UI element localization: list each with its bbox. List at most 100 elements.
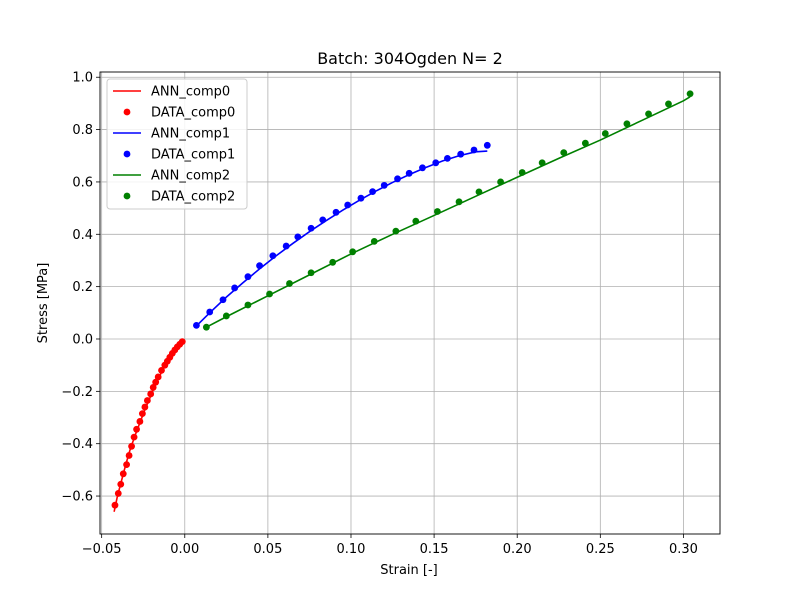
series-ANN_comp2 <box>206 96 691 328</box>
x-tick-label: 0.20 <box>503 542 532 557</box>
data-point <box>143 397 151 404</box>
data-point <box>111 501 119 509</box>
data-point <box>432 159 440 167</box>
legend-label: ANN_comp0 <box>151 85 230 100</box>
data-point <box>307 269 315 277</box>
data-point <box>133 425 140 433</box>
data-point <box>623 120 631 128</box>
data-point <box>665 100 672 108</box>
legend-label: DATA_comp1 <box>151 148 235 163</box>
data-point <box>369 188 377 196</box>
data-point <box>470 146 478 154</box>
data-point <box>475 188 483 196</box>
data-point <box>269 252 277 260</box>
data-point <box>282 242 290 250</box>
data-point <box>581 139 589 147</box>
data-point <box>138 410 146 417</box>
series-ANN_comp1 <box>195 150 488 327</box>
x-tick-label: 0.05 <box>253 542 282 557</box>
data-point <box>686 90 694 98</box>
data-point <box>178 338 186 346</box>
y-tick-label: 0.8 <box>72 123 93 138</box>
data-point <box>601 130 609 137</box>
y-tick-label: 0.2 <box>72 280 93 295</box>
legend-marker-swatch <box>123 108 131 116</box>
data-point <box>349 248 357 256</box>
data-point <box>405 169 413 177</box>
x-tick-label: 0.25 <box>586 542 615 557</box>
x-tick-label: 0.00 <box>170 542 199 557</box>
legend-marker-swatch <box>123 192 131 200</box>
data-point <box>419 164 426 172</box>
data-point <box>329 258 337 266</box>
y-tick-label: 0.0 <box>72 332 93 347</box>
data-point <box>119 470 127 478</box>
data-point <box>286 280 293 287</box>
data-point <box>206 308 214 316</box>
series-line <box>206 96 691 328</box>
data-point <box>266 290 273 298</box>
data-point <box>370 237 378 245</box>
data-point <box>394 175 401 183</box>
data-point <box>307 224 315 232</box>
y-tick-label: −0.2 <box>61 385 93 400</box>
y-tick-label: −0.6 <box>61 490 93 505</box>
data-point <box>344 201 352 209</box>
legend-label: ANN_comp2 <box>151 169 230 184</box>
y-tick-label: 0.6 <box>72 175 93 190</box>
data-point <box>231 284 239 292</box>
x-tick-label: 0.15 <box>420 542 449 557</box>
x-axis-label: Strain [-] <box>380 563 437 578</box>
y-tick-label: −0.4 <box>61 437 93 452</box>
data-point <box>128 442 135 450</box>
series-line <box>195 150 488 327</box>
data-point <box>645 110 652 118</box>
legend-label: DATA_comp2 <box>151 190 235 205</box>
data-point <box>117 480 125 488</box>
data-point <box>154 373 162 381</box>
legend-label: ANN_comp1 <box>151 127 230 142</box>
data-point <box>125 452 133 459</box>
data-point <box>497 178 504 186</box>
data-point <box>219 296 227 304</box>
data-point <box>357 194 365 202</box>
axes-frame <box>99 71 721 535</box>
data-point <box>141 403 149 411</box>
legend-marker-swatch <box>123 150 131 158</box>
data-point <box>149 384 157 391</box>
data-point <box>518 169 526 176</box>
data-point <box>332 208 340 216</box>
data-point <box>202 323 210 331</box>
x-tick-label: 0.30 <box>669 542 698 557</box>
data-point <box>455 198 463 206</box>
data-point <box>434 208 441 215</box>
data-point <box>244 301 252 309</box>
data-point <box>380 181 388 189</box>
data-point <box>123 461 130 469</box>
data-point <box>152 378 160 386</box>
data-point <box>147 390 155 398</box>
series-DATA_comp2 <box>202 90 694 331</box>
data-point <box>158 367 165 374</box>
data-point <box>443 154 451 162</box>
data-point <box>294 233 302 241</box>
y-tick-label: 0.4 <box>72 228 93 243</box>
data-point <box>392 227 400 235</box>
chart-title: Batch: 304Ogden N= 2 <box>317 49 503 68</box>
x-tick-label: −0.05 <box>82 542 122 557</box>
data-point <box>538 159 546 167</box>
legend-label: DATA_comp0 <box>151 106 235 121</box>
data-point <box>193 321 200 329</box>
data-point <box>319 216 327 224</box>
legend-frame <box>106 78 248 210</box>
x-tick-label: 0.10 <box>337 542 366 557</box>
legend: ANN_comp0 DATA_comp0 ANN_comp1 DATA_comp1 AN… <box>106 78 248 210</box>
y-axis-label: Stress [MPa] <box>36 263 51 344</box>
data-point <box>457 150 465 158</box>
data-point <box>412 217 420 225</box>
data-point <box>244 273 252 281</box>
data-point <box>256 262 263 270</box>
series-DATA_comp1 <box>193 141 491 329</box>
data-point <box>130 433 138 441</box>
